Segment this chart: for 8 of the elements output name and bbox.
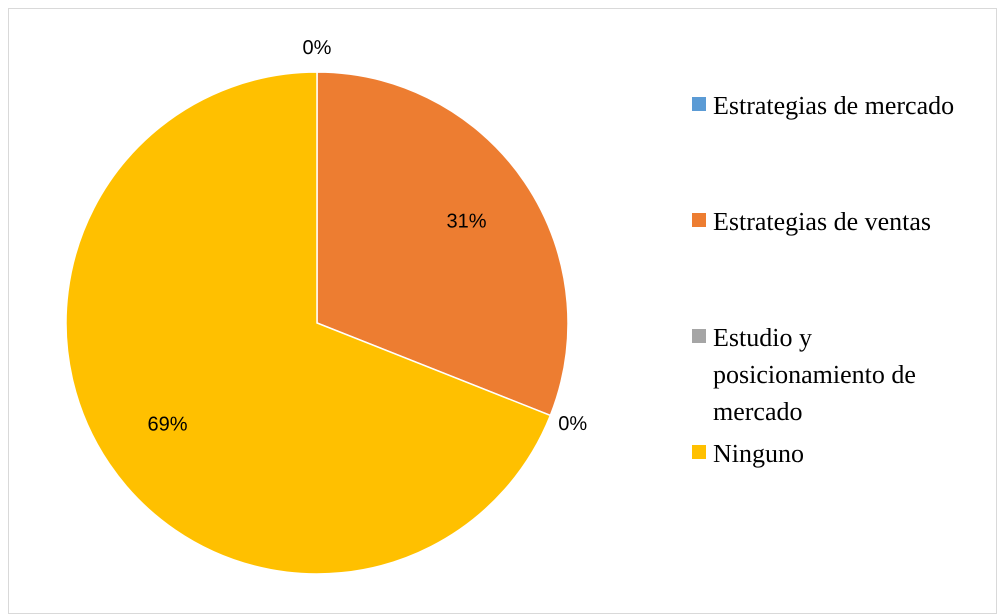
data-label: 31% [446, 210, 487, 232]
legend-label: Estudio y posicionamiento de mercado [713, 322, 916, 426]
data-label: 69% [148, 414, 188, 436]
legend-label: Ninguno [713, 438, 804, 468]
text: 0% [558, 413, 588, 436]
text: 0% [302, 37, 332, 59]
legend-label: Estrategias de mercado [713, 90, 954, 120]
legend-label: Estrategias de ventas [713, 206, 932, 236]
